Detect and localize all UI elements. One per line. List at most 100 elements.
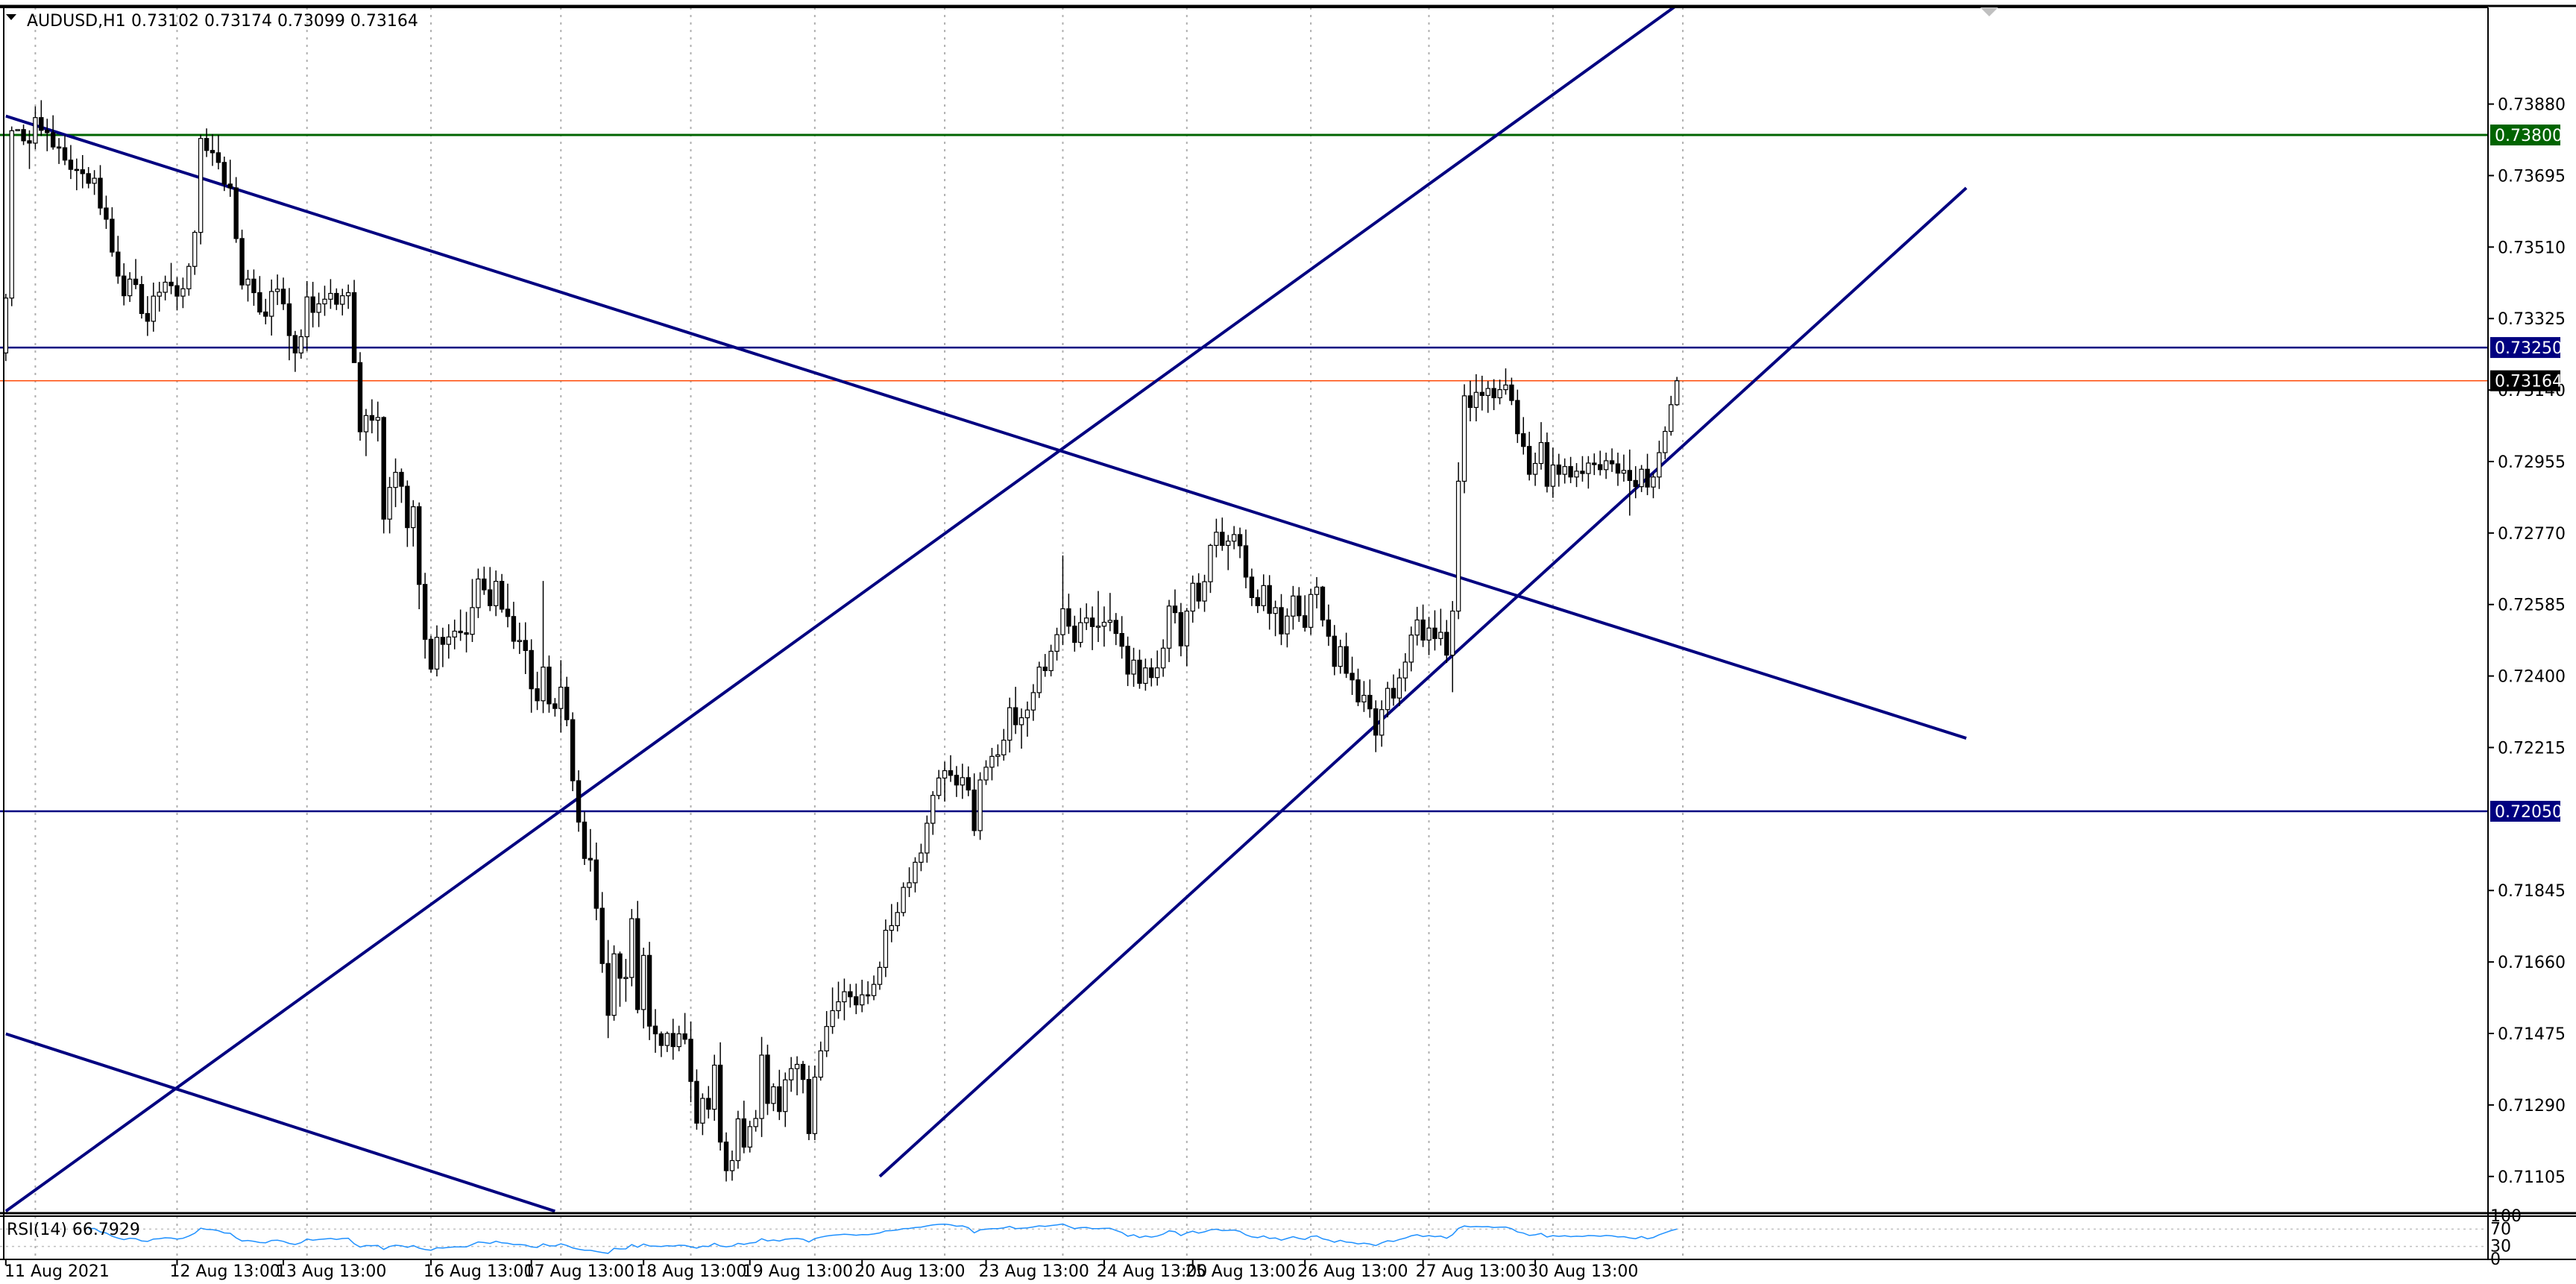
candle-body-bear	[1568, 466, 1573, 478]
price-tick-label: 0.73325	[2498, 310, 2566, 329]
candle	[363, 409, 369, 456]
rsi-label: RSI(14) 66.7929	[7, 1221, 140, 1239]
candle	[865, 981, 871, 1004]
candle	[1066, 594, 1071, 635]
candle	[1007, 697, 1013, 753]
candle	[1190, 575, 1195, 623]
candle-body-bear	[416, 506, 422, 585]
candle-body-bear	[865, 994, 871, 997]
candle-body-bull	[640, 954, 646, 1010]
candle-body-bear	[1344, 646, 1349, 674]
candle	[127, 272, 133, 302]
candle	[387, 476, 392, 534]
rsi-scale-label: 0	[2490, 1250, 2501, 1269]
candle	[98, 165, 103, 215]
candle	[1521, 417, 1526, 455]
candle-body-bull	[1060, 608, 1065, 635]
time-tick-label: 27 Aug 13:00	[1416, 1262, 1526, 1281]
candle-body-bull	[163, 281, 168, 293]
candle	[552, 698, 558, 717]
candle	[180, 277, 186, 309]
candle-body-bull	[925, 822, 930, 854]
candle	[80, 154, 85, 189]
candle-body-bull	[304, 296, 309, 338]
candle-body-bull	[1639, 468, 1644, 488]
candle-body-bear	[139, 283, 145, 315]
candle-body-bear	[482, 578, 487, 591]
candle-body-bear	[204, 138, 210, 151]
candle	[1214, 518, 1219, 558]
axes: 0.738800.736950.735100.733250.731400.729…	[4, 96, 2566, 1281]
symbol-label: AUDUSD,H1	[27, 12, 126, 31]
candle	[304, 280, 309, 351]
candle	[1355, 668, 1361, 707]
time-tick-label: 13 Aug 13:00	[276, 1262, 386, 1281]
candle	[1030, 684, 1036, 721]
candle	[1550, 447, 1556, 498]
candle-body-bear	[1367, 694, 1373, 710]
candle	[576, 770, 582, 832]
candle-body-bear	[499, 581, 505, 610]
candle	[210, 133, 215, 166]
candle	[452, 619, 457, 649]
candle	[842, 978, 847, 1021]
candle	[1166, 599, 1172, 662]
candle-body-bull	[995, 754, 1001, 758]
candle	[1154, 650, 1160, 686]
candle-body-bear	[68, 160, 74, 170]
candle-body-bull	[1414, 619, 1420, 636]
candle-body-bear	[381, 417, 386, 520]
candle-body-bear	[310, 296, 315, 313]
candle-body-bull	[859, 994, 865, 1006]
lower-channel-trendline[interactable]	[878, 186, 1968, 1178]
chart-shift-marker-icon[interactable]	[1980, 7, 1998, 16]
candle	[1267, 575, 1272, 630]
candle	[1538, 422, 1544, 470]
candle	[783, 1072, 788, 1127]
candle	[1018, 708, 1024, 749]
upper-channel-trendline[interactable]	[4, 5, 1677, 1213]
candle	[1426, 617, 1432, 655]
candle	[995, 744, 1001, 767]
candle-body-bear	[488, 589, 493, 606]
candle-body-bear	[576, 780, 582, 823]
candle-body-bull	[1669, 404, 1674, 432]
candle	[989, 748, 995, 781]
candle	[1048, 644, 1054, 677]
candle	[488, 567, 493, 611]
candles	[3, 100, 1680, 1182]
price-tick-label: 0.72955	[2498, 453, 2566, 472]
candle-body-bear	[1592, 462, 1597, 465]
candle-body-bull	[1674, 380, 1680, 406]
candle	[1231, 526, 1237, 550]
descending-support-trendline[interactable]	[5, 1032, 555, 1213]
candle	[416, 502, 422, 609]
candle-body-bear	[210, 150, 215, 154]
candle-body-bull	[1095, 626, 1101, 628]
candle	[1420, 604, 1426, 647]
candle	[517, 623, 523, 655]
candle	[292, 330, 298, 372]
candle-body-bull	[517, 640, 523, 643]
candle-body-bear	[27, 140, 32, 144]
candle-body-bear	[169, 281, 174, 286]
symbol-dropdown-icon[interactable]	[6, 14, 16, 20]
price-levels	[0, 133, 2488, 813]
candle	[340, 289, 345, 316]
candle-body-bear	[535, 688, 540, 702]
candle	[169, 262, 174, 295]
candle	[1657, 440, 1662, 489]
candle-body-bull	[877, 966, 883, 985]
candle-body-bull	[676, 1033, 681, 1048]
candle	[1556, 453, 1561, 487]
candle	[74, 158, 80, 191]
candle	[547, 655, 552, 713]
candle-body-bull	[1273, 607, 1278, 614]
candle-body-bear	[458, 630, 463, 634]
candle-body-bear	[1521, 433, 1526, 447]
candle	[812, 1066, 818, 1141]
descending-resistance-trendline[interactable]	[5, 114, 1967, 740]
candle	[623, 958, 629, 1002]
candle-body-bull	[245, 278, 251, 286]
